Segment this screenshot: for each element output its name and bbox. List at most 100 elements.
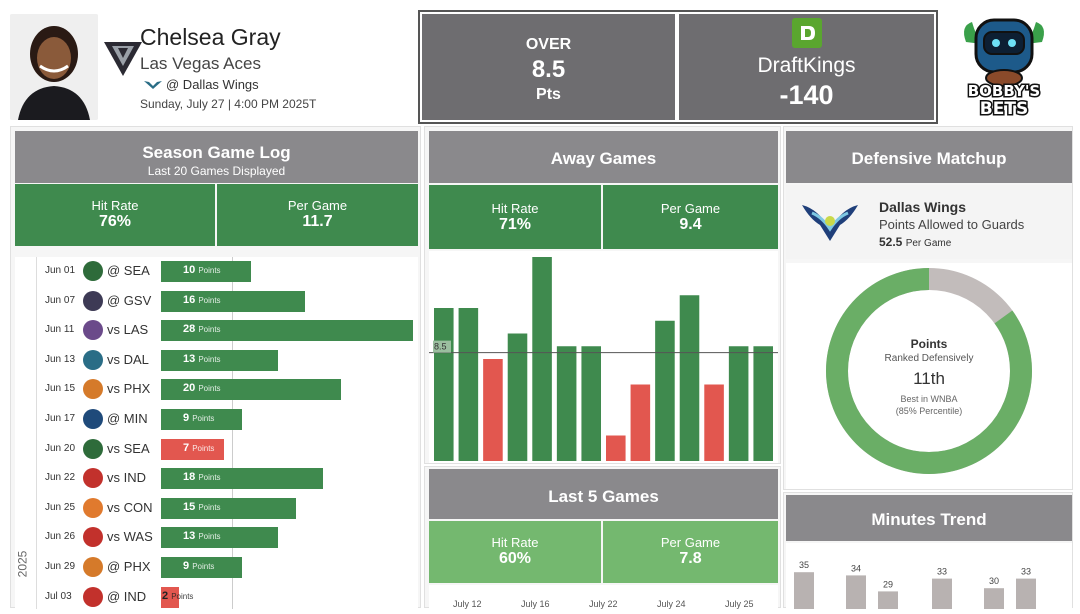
minutes-label: 35 [799, 560, 809, 570]
game-date: Jun 29 [45, 561, 76, 572]
opponent-logo-icon [83, 527, 103, 548]
game-log-row: Jun 26 vs WAS 13 Points [15, 523, 415, 553]
points-bar: 28 Points [161, 320, 413, 342]
year-column: 2025 [15, 257, 37, 609]
game-date: Jun 17 [45, 413, 76, 424]
points-value: 9 [183, 412, 190, 424]
prop-line: 8.5 [531, 56, 566, 83]
away-title: Away Games [550, 149, 657, 168]
minutes-bar [984, 588, 1004, 609]
points-bar: 9 Points [161, 557, 242, 578]
dallas-wings-logo [802, 205, 858, 241]
defense-allowed-unit: Per Game [905, 238, 952, 249]
minutes-bar [878, 591, 898, 609]
points-suffix: Points [198, 532, 221, 542]
last5-per-game: Per Game 7.8 [603, 521, 778, 583]
away-game-bar [458, 308, 479, 461]
defense-title: Defensive Matchup [851, 149, 1007, 168]
prop-box: OVER 8.5 Pts DraftKings -140 [418, 10, 938, 124]
season-hit-rate-label: Hit Rate [91, 198, 139, 213]
last5-per-game-value: 7.8 [679, 550, 702, 567]
sportsbook-card: DraftKings -140 [679, 14, 934, 120]
game-date: Jun 22 [45, 472, 76, 484]
prop-side: OVER [525, 36, 572, 53]
rank-value: 11th [913, 369, 945, 388]
points-suffix: Points [171, 591, 194, 601]
opponent-logo-icon [83, 261, 103, 281]
away-hit-rate: Hit Rate 71% [429, 185, 601, 249]
away-game-bar [483, 359, 503, 461]
points-bar: 15 Points [161, 497, 296, 519]
player-team: Las Vegas Aces [140, 54, 261, 73]
season-log-title: Season Game Log [142, 143, 291, 162]
minutes-label: 30 [989, 576, 999, 586]
game-opponent: @ PHX [107, 559, 151, 574]
game-log-row: Jun 22 vs IND 18 Points [15, 464, 415, 494]
game-opponent: vs PHX [107, 381, 151, 397]
rank-note: Best in WNBA [900, 394, 958, 404]
points-suffix: Points [192, 414, 215, 423]
opponent-logo-icon [83, 379, 103, 400]
game-date: Jun 07 [45, 294, 76, 306]
opponent-logo-icon [83, 320, 103, 341]
minutes-header: Minutes Trend [786, 495, 1072, 541]
points-value: 15 [183, 500, 196, 513]
last5-dates: July 12 July 16 July 22 July 24 July 25 [429, 585, 778, 609]
away-game-bar [434, 308, 454, 461]
season-hit-rate: Hit Rate 76% [15, 184, 215, 246]
game-log-row: Jun 20 vs SEA 7 Points [15, 435, 415, 465]
opponent-logo-icon [83, 349, 103, 370]
points-value: 18 [183, 471, 196, 484]
minutes-label: 34 [851, 563, 861, 573]
prop-stat: Pts [536, 86, 561, 103]
minutes-chart: 35 34 29 33 30 33 [786, 543, 1072, 609]
defense-allowed: 52.5 Per Game [879, 235, 951, 249]
last5-header: Last 5 Games [429, 469, 778, 519]
minutes-title: Minutes Trend [871, 510, 987, 529]
away-game-bar [753, 346, 773, 461]
game-opponent: vs WAS [107, 529, 153, 545]
game-log-row: Jun 25 vs CON 15 Points [15, 494, 415, 524]
opponent-logo-icon [83, 557, 103, 577]
game-log-row: Jun 07 @ GSV 16 Points [15, 287, 415, 317]
last5-title: Last 5 Games [548, 487, 659, 506]
game-date: Jun 26 [45, 531, 76, 543]
game-datetime: Sunday, July 27 | 4:00 PM 2025T [140, 97, 317, 111]
game-date: Jun 25 [45, 501, 76, 513]
defense-team-name: Dallas Wings [879, 199, 967, 215]
game-date: Jul 03 [45, 590, 72, 602]
game-log-row: Jun 15 vs PHX 20 Points [15, 375, 415, 405]
draftkings-icon [792, 18, 822, 48]
prop-odds: -140 [779, 80, 834, 110]
game-log-row: Jun 01 @ SEA 10 Points [15, 257, 415, 287]
player-header: Chelsea Gray Las Vegas Aces @ Dallas Win… [10, 10, 410, 122]
away-threshold-label-bg [433, 340, 451, 353]
season-log-header: Season Game Log Last 20 Games Displayed [15, 131, 418, 183]
points-value: 7 [183, 441, 190, 454]
points-value: 16 [183, 293, 196, 306]
opponent-logo-icon [83, 586, 103, 607]
game-log-row: Jun 17 @ MIN 9 Points [15, 405, 415, 435]
away-games-panel: Away Games Hit Rate 71% Per Game 9.4 8.5 [424, 126, 781, 464]
points-suffix: Points [198, 295, 221, 305]
points-suffix: Points [198, 354, 221, 364]
defense-desc: Points Allowed to Guards [879, 217, 1025, 232]
points-suffix: Points [192, 443, 215, 453]
points-suffix: Points [198, 266, 221, 275]
points-suffix: Points [192, 562, 215, 571]
away-game-bar [728, 346, 749, 461]
team-logo [102, 36, 144, 78]
game-log-row: Jul 03 @ IND 2 Points [15, 583, 415, 613]
rank-percentile: (85% Percentile) [895, 406, 963, 416]
points-suffix: Points [198, 473, 221, 483]
wings-icon [144, 80, 162, 89]
points-bar: 9 Points [161, 409, 242, 430]
points-bar: 2 Points [161, 586, 193, 608]
points-bar: 20 Points [161, 379, 341, 401]
game-date: Jun 15 [45, 383, 76, 395]
away-hit-rate-label: Hit Rate [491, 201, 539, 216]
away-game-bar [679, 295, 700, 461]
season-log-panel: Season Game Log Last 20 Games Displayed … [10, 126, 421, 609]
last5-date: July 22 [589, 599, 618, 609]
game-log-row: Jun 11 vs LAS 28 Points [15, 316, 415, 346]
